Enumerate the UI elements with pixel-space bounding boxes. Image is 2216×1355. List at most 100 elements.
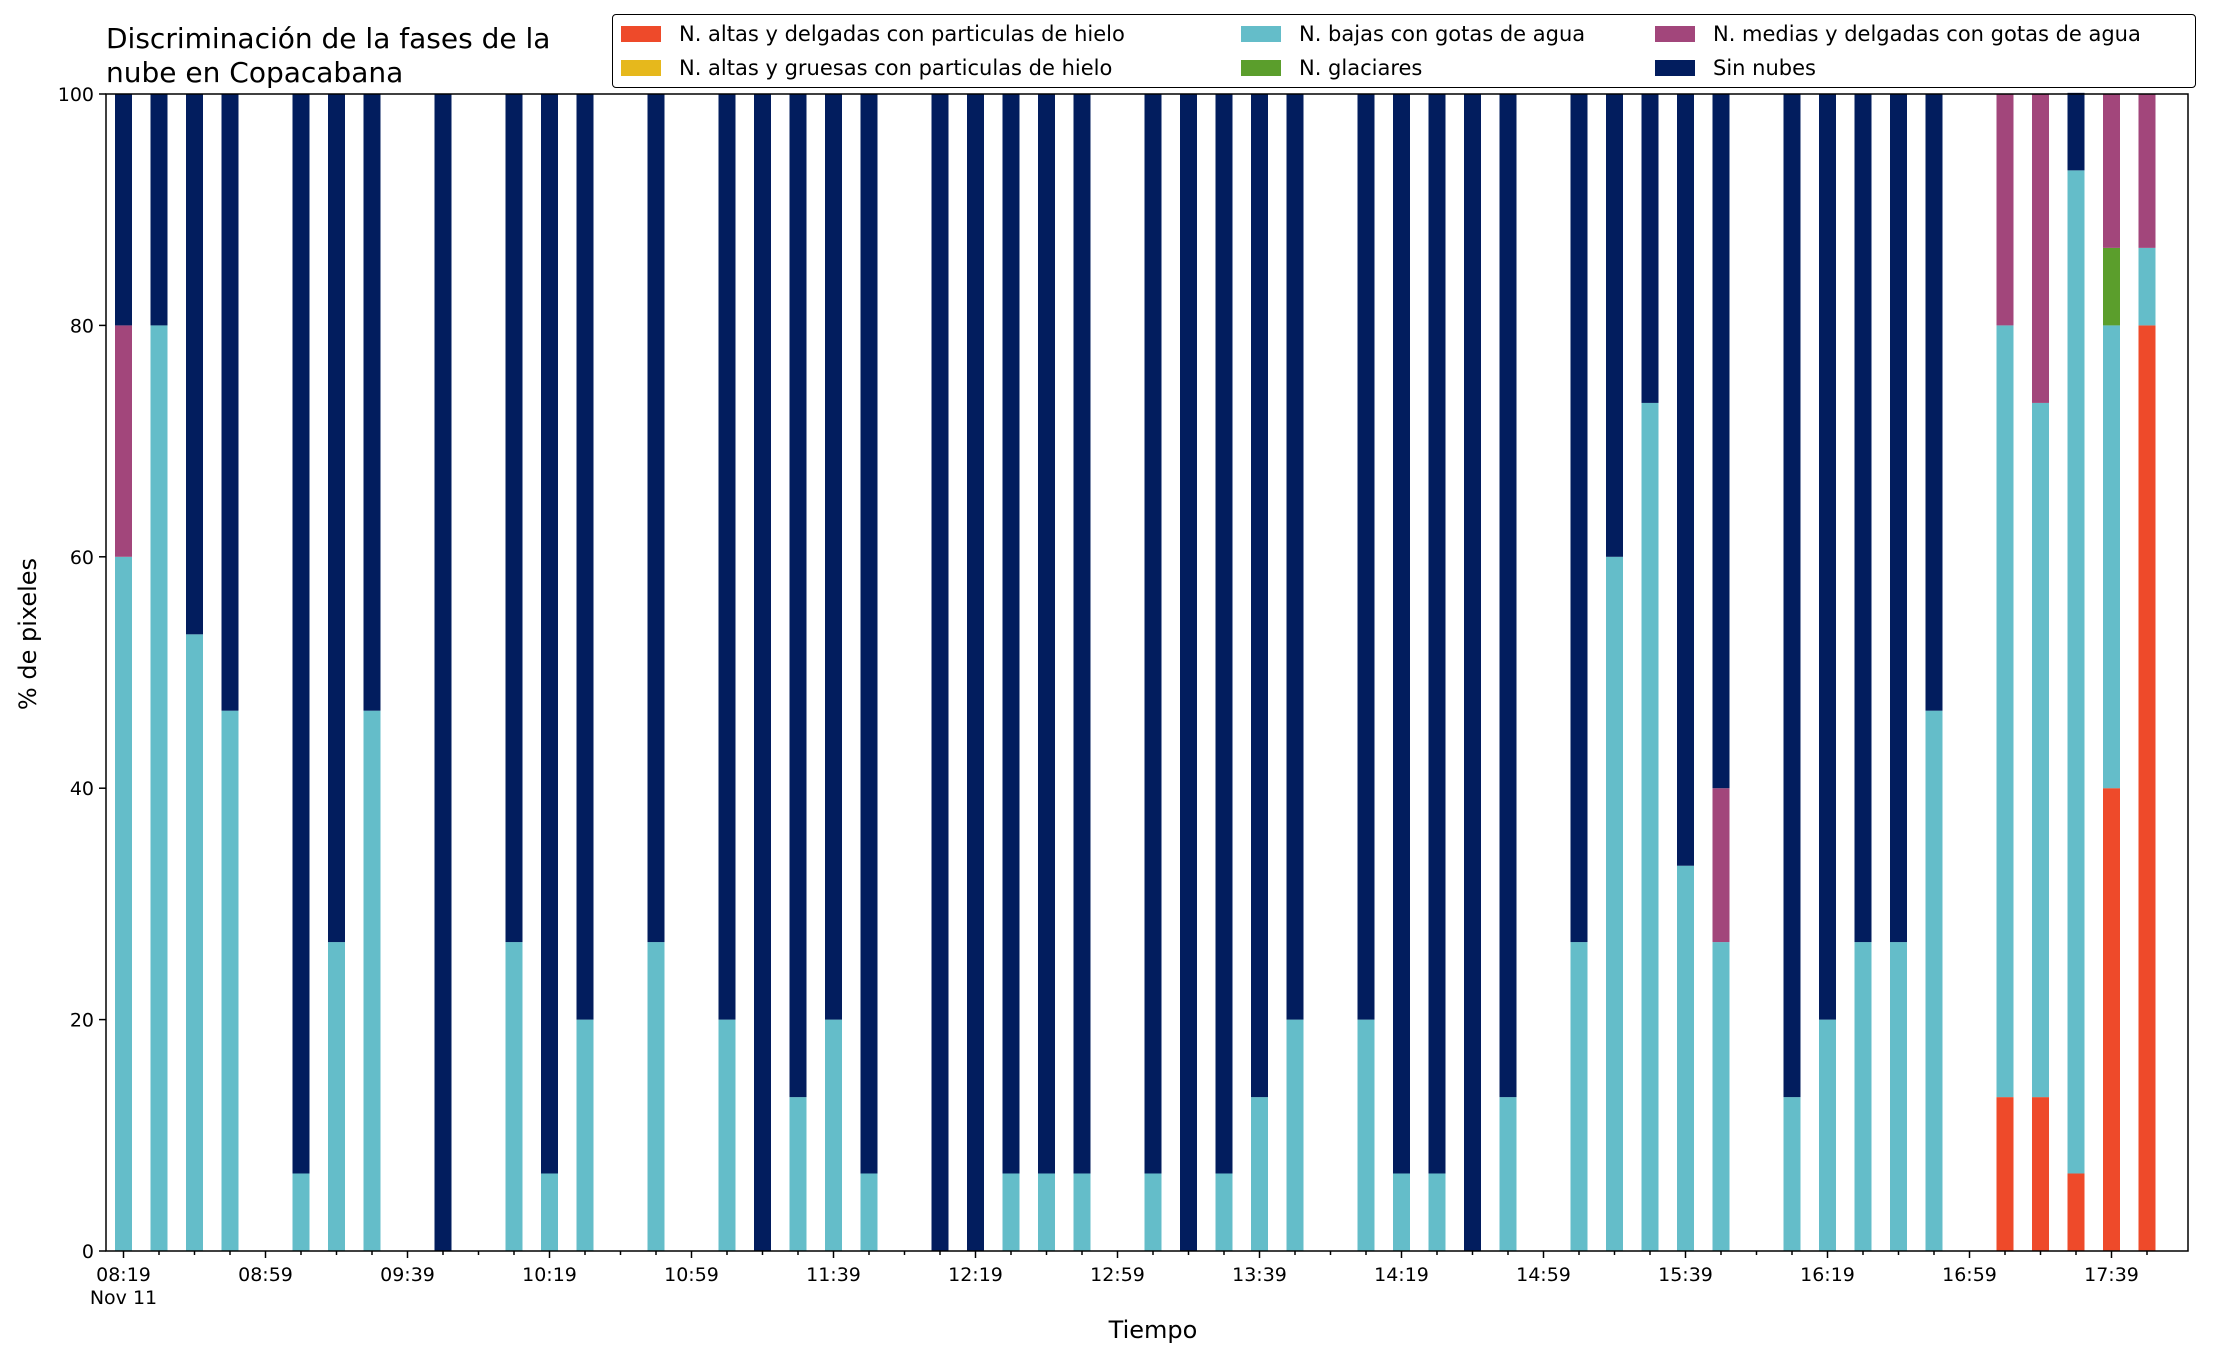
bars-group	[115, 92, 2156, 1251]
y-tick-label-100: 100	[58, 84, 94, 106]
bar-segment-1349-s2	[1286, 1019, 1304, 1251]
bar-segment-0849-s2	[221, 710, 239, 1251]
bar-segment-1139-s5	[825, 94, 842, 1020]
bar-segment-1609-s2	[1783, 1097, 1801, 1251]
bar-segment-1719-s2	[2032, 402, 2049, 1098]
bar-segment-1339-s2	[1251, 1097, 1268, 1251]
y-tick-label-40: 40	[70, 778, 94, 800]
bar-segment-0819-s4	[115, 325, 132, 557]
bar-segment-1129-s2	[789, 1097, 807, 1251]
x-date-label: Nov 11	[90, 1287, 157, 1309]
bar-segment-1719-s0	[2032, 1097, 2049, 1251]
x-tick-label-0859: 08:59	[238, 1264, 293, 1286]
legend-swatch	[621, 26, 661, 42]
bar-segment-1549-s4	[1712, 788, 1730, 943]
bar-segment-1029-s2	[576, 1019, 594, 1251]
bar-segment-0929-s5	[363, 94, 381, 711]
x-tick-label-1419: 14:19	[1374, 1264, 1429, 1286]
x-tick-label-1019: 10:19	[522, 1264, 577, 1286]
bar-segment-1229-s5	[1002, 94, 1020, 1174]
x-tick-label-0939: 09:39	[380, 1264, 435, 1286]
bar-segment-1609-s5	[1783, 94, 1801, 1098]
legend-item-bajas: N. bajas con gotas de agua	[1241, 17, 1585, 51]
bar-segment-1639-s2	[1890, 942, 1907, 1251]
x-tick-label-1259: 12:59	[1090, 1264, 1145, 1286]
bar-segment-1739-s3	[2103, 247, 2120, 326]
legend-label: N. altas y delgadas con particulas de hi…	[679, 22, 1125, 46]
bar-segment-1549-s5	[1712, 94, 1730, 789]
bar-segment-1529-s2	[1641, 402, 1659, 1251]
bar-segment-1749-s4	[2138, 94, 2156, 248]
bar-segment-1019-s5	[541, 94, 558, 1174]
bar-segment-0819-s5	[115, 94, 132, 326]
legend-swatch	[1655, 26, 1695, 42]
y-tick-label-60: 60	[70, 547, 94, 569]
x-tick-label-1219: 12:19	[948, 1264, 1003, 1286]
y-tick-label-0: 0	[82, 1241, 94, 1263]
bar-segment-1049-s2	[647, 942, 665, 1251]
bar-segment-1419-s2	[1393, 1173, 1410, 1251]
bar-segment-1719-s4	[2032, 94, 2049, 403]
legend-swatch	[1655, 60, 1695, 76]
bar-segment-1309-s2	[1144, 1173, 1162, 1251]
x-tick-label-0819: 08:19	[96, 1264, 151, 1286]
bar-segment-1409-s5	[1357, 94, 1375, 1020]
x-tick-label-1739: 17:39	[2084, 1264, 2139, 1286]
bar-segment-0949-s5	[434, 94, 452, 1251]
bar-segment-1509-s5	[1570, 94, 1588, 943]
legend-label: N. medias y delgadas con gotas de agua	[1713, 22, 2141, 46]
bar-segment-1049-s5	[647, 94, 665, 943]
y-axis-label: % de pixeles	[14, 557, 42, 711]
bar-segment-1419-s5	[1393, 94, 1410, 1174]
bar-segment-1529-s5	[1641, 94, 1659, 403]
legend-item-sin-nubes: Sin nubes	[1655, 51, 1816, 85]
bar-segment-1249-s5	[1073, 94, 1091, 1174]
legend-label: N. bajas con gotas de agua	[1299, 22, 1586, 46]
x-axis-label: Tiempo	[1108, 1316, 1198, 1344]
chart-title-line-2: nube en Copacabana	[106, 56, 404, 89]
bar-segment-1329-s2	[1215, 1173, 1233, 1251]
bar-segment-1539-s5	[1677, 94, 1694, 866]
legend-item-glaciares: N. glaciares	[1241, 51, 1422, 85]
bar-segment-1519-s5	[1606, 94, 1623, 557]
bar-segment-1329-s5	[1215, 94, 1233, 1174]
bar-segment-1619-s2	[1819, 1019, 1836, 1251]
bar-segment-1649-s5	[1925, 94, 1943, 711]
bar-segment-1749-s2	[2138, 247, 2156, 326]
y-axis: 0 20 40 60 80 100	[58, 84, 106, 1263]
bar-segment-1029-s5	[576, 94, 594, 1020]
bar-segment-1109-s2	[718, 1019, 736, 1251]
x-tick-label-1339: 13:39	[1232, 1264, 1287, 1286]
chart-title: Discriminación de la fases de la nube en…	[106, 22, 550, 90]
bar-segment-1739-s2	[2103, 325, 2120, 789]
bar-segment-1739-s0	[2103, 788, 2120, 1251]
bar-segment-0839-s2	[186, 634, 203, 1251]
bar-segment-1209-s5	[931, 94, 949, 1251]
legend-item-medias: N. medias y delgadas con gotas de agua	[1655, 17, 2141, 51]
legend: N. altas y delgadas con particulas de hi…	[612, 14, 2196, 88]
bar-segment-1309-s5	[1144, 94, 1162, 1174]
bar-segment-1629-s2	[1854, 942, 1872, 1251]
bar-segment-0819-s2	[115, 556, 132, 1251]
bar-segment-1729-s5	[2067, 92, 2085, 171]
bar-segment-1749-s0	[2138, 325, 2156, 1251]
bar-segment-1709-s4	[1996, 94, 2014, 326]
bar-segment-1009-s2	[505, 942, 523, 1251]
bar-segment-1249-s2	[1073, 1173, 1091, 1251]
bar-segment-0929-s2	[363, 710, 381, 1251]
bar-segment-1239-s2	[1038, 1173, 1055, 1251]
bar-segment-1229-s2	[1002, 1173, 1020, 1251]
bar-segment-1449-s5	[1499, 94, 1517, 1098]
bar-segment-1509-s2	[1570, 942, 1588, 1251]
bar-segment-1149-s2	[860, 1173, 878, 1251]
bar-segment-1729-s2	[2067, 170, 2085, 1174]
legend-item-altas-gruesas: N. altas y gruesas con particulas de hie…	[621, 51, 1112, 85]
bar-segment-1319-s5	[1180, 94, 1197, 1251]
bar-segment-1709-s0	[1996, 1097, 2014, 1251]
bar-segment-1739-s4	[2103, 94, 2120, 248]
bar-segment-1709-s2	[1996, 325, 2014, 1098]
x-tick-label-1139: 11:39	[806, 1264, 861, 1286]
bar-segment-1009-s5	[505, 94, 523, 943]
bar-segment-1729-s0	[2067, 1173, 2085, 1251]
